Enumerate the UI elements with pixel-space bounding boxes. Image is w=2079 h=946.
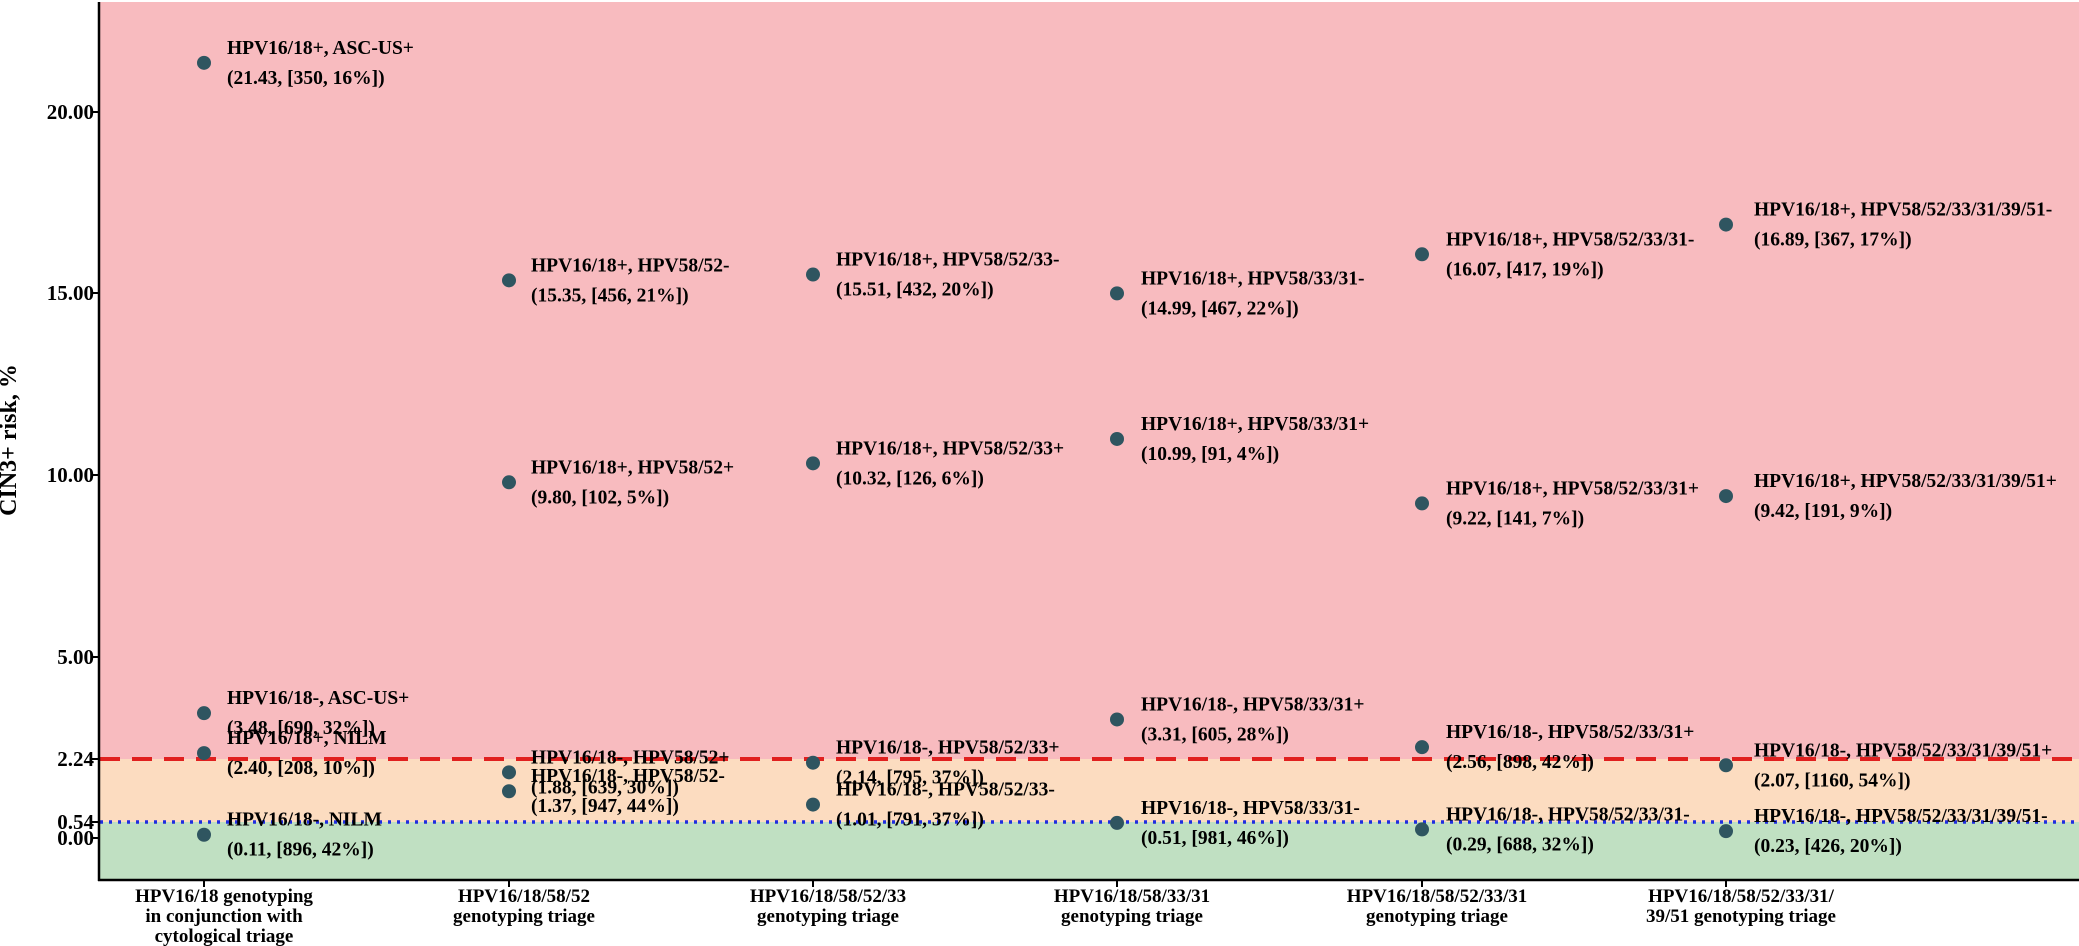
y-ticks: 0.000.54 2.24 5.00 10.00 15.00 20.00	[47, 100, 99, 850]
point-label-group: HPV16/18-, HPV58/52-	[531, 766, 725, 787]
y-tick-label: 5.00	[57, 645, 94, 669]
point-label-group: HPV16/18-, HPV58/52/33/31-	[1446, 804, 1690, 825]
point-label-group: HPV16/18+, HPV58/52+	[531, 457, 734, 478]
data-point	[1719, 217, 1733, 232]
y-tick-label: 0.00	[57, 826, 94, 850]
x-category-label: HPV16/18/58/52 genotyping triage	[453, 886, 595, 927]
data-point	[1719, 824, 1733, 839]
x-category-label: HPV16/18/58/52/33/31/39/51 genotyping tr…	[1646, 886, 1836, 927]
point-label-values: (1.88, [639, 30%])	[531, 777, 679, 798]
point-label-group: HPV16/18-, HPV58/33/31-	[1141, 798, 1360, 819]
point-label-group: HPV16/18-, HPV58/52+	[531, 747, 730, 768]
point-label-group: HPV16/18+, HPV58/52/33-	[836, 250, 1059, 271]
point-label-group: HPV16/18-, ASC-US+	[227, 688, 409, 709]
point-label-values: (16.89, [367, 17%])	[1754, 230, 1912, 251]
data-point	[806, 755, 820, 770]
point-label-values: (21.43, [350, 16%])	[227, 68, 385, 89]
point-label-group: HPV16/18-, HPV58/33/31+	[1141, 694, 1364, 715]
point-label-group: HPV16/18+, HPV58/52/33/31+	[1446, 478, 1699, 499]
point-label-values: (9.42, [191, 9%])	[1754, 501, 1892, 522]
risk-band-high	[100, 2, 2079, 759]
x-category-label: HPV16/18/58/33/31 genotyping triage	[1054, 886, 1210, 927]
point-label-values: (15.51, [432, 20%])	[836, 280, 994, 301]
data-point	[197, 827, 211, 842]
point-label-group: HPV16/18+, HPV58/33/31-	[1141, 268, 1364, 289]
point-label-values: (0.11, [896, 42%])	[227, 840, 374, 861]
y-tick-label: 10.00	[47, 463, 94, 487]
point-label-values: (0.23, [426, 20%])	[1754, 836, 1902, 857]
point-label-group: HPV16/18-, HPV58/52/33-	[836, 780, 1055, 801]
data-point	[1719, 489, 1733, 504]
data-point	[1415, 247, 1429, 262]
threshold-lines	[100, 757, 2079, 824]
data-point	[502, 475, 516, 490]
point-label-group: HPV16/18-, HPV58/52/33/31+	[1446, 722, 1694, 743]
data-point	[1415, 740, 1429, 755]
data-point	[806, 267, 820, 282]
point-label-values: (15.35, [456, 21%])	[531, 285, 689, 306]
point-label-values: (1.37, [947, 44%])	[531, 796, 679, 817]
point-label-group: HPV16/18-, HPV58/52/33+	[836, 738, 1059, 759]
point-label-group: HPV16/18+, HPV58/52/33/31-	[1446, 229, 1694, 250]
point-label-group: HPV16/18+, HPV58/33/31+	[1141, 414, 1369, 435]
point-label-group: HPV16/18+, HPV58/52/33/31/39/51+	[1754, 471, 2057, 492]
data-point	[197, 746, 211, 761]
y-tick-label: 20.00	[47, 100, 94, 124]
point-label-values: (14.99, [467, 22%])	[1141, 298, 1299, 319]
y-tick-label: 0.54	[57, 810, 94, 834]
point-label-values: (10.32, [126, 6%])	[836, 468, 984, 489]
point-label-group: HPV16/18+, ASC-US+	[227, 38, 414, 59]
data-point	[806, 797, 820, 812]
data-point	[1415, 496, 1429, 511]
point-label-values: (0.51, [981, 46%])	[1141, 828, 1289, 849]
data-point	[197, 55, 211, 70]
point-label-values: (1.01, [791, 37%])	[836, 810, 984, 831]
data-point	[1110, 286, 1124, 301]
point-label-group: HPV16/18-, NILM	[227, 810, 382, 831]
point-label-values: (3.48, [690, 32%])	[227, 718, 375, 739]
data-point	[502, 784, 516, 799]
risk-bands	[100, 2, 2079, 880]
data-point	[806, 456, 820, 471]
data-point	[197, 706, 211, 721]
point-label-values: (16.07, [417, 19%])	[1446, 259, 1604, 280]
y-tick-label: 15.00	[47, 281, 94, 305]
point-label-values: (0.29, [688, 32%])	[1446, 834, 1594, 855]
point-label-group: HPV16/18-, HPV58/52/33/31/39/51-	[1754, 806, 2048, 827]
point-label-group: HPV16/18+, HPV58/52/33/31/39/51-	[1754, 200, 2052, 221]
data-point	[1110, 815, 1124, 830]
data-point	[1719, 758, 1733, 773]
y-axis-title: CIN3+ risk, %	[0, 364, 22, 516]
point-label-values: (3.31, [605, 28%])	[1141, 724, 1289, 745]
axes	[97, 2, 2079, 882]
point-label-values: (2.40, [208, 10%])	[227, 758, 375, 779]
data-point	[502, 273, 516, 288]
point-label-group: HPV16/18+, HPV58/52/33+	[836, 438, 1064, 459]
point-label-group: HPV16/18-, HPV58/52/33/31/39/51+	[1754, 740, 2052, 761]
data-point	[1110, 431, 1124, 446]
data-point	[1110, 712, 1124, 727]
x-category-label: HPV16/18/58/52/33/31 genotyping triage	[1347, 886, 1528, 927]
risk-band-low	[100, 822, 2079, 880]
point-label-values: (2.07, [1160, 54%])	[1754, 770, 1911, 791]
point-label-values: (9.22, [141, 7%])	[1446, 508, 1584, 529]
point-label-values: (9.80, [102, 5%])	[531, 487, 669, 508]
x-category-label: HPV16/18 genotyping in conjunction with cy…	[135, 886, 313, 946]
point-label-group: HPV16/18+, HPV58/52-	[531, 255, 730, 276]
point-label-values: (2.14, [795, 37%])	[836, 768, 984, 789]
y-tick-label: 2.24	[57, 747, 94, 771]
x-category-label: HPV16/18/58/52/33 genotyping triage	[750, 886, 906, 927]
point-label-group: HPV16/18+, NILM	[227, 728, 387, 749]
data-points: HPV16/18+, ASC-US+ (21.43, [350, 16%]) HPV…	[197, 38, 2057, 861]
data-point	[502, 765, 516, 780]
x-category-labels: HPV16/18 genotyping in conjunction with cy…	[135, 880, 1836, 946]
risk-band-intermediate	[100, 759, 2079, 822]
point-label-values: (2.56, [898, 42%])	[1446, 752, 1594, 773]
data-point	[1415, 822, 1429, 837]
point-label-values: (10.99, [91, 4%])	[1141, 444, 1279, 465]
